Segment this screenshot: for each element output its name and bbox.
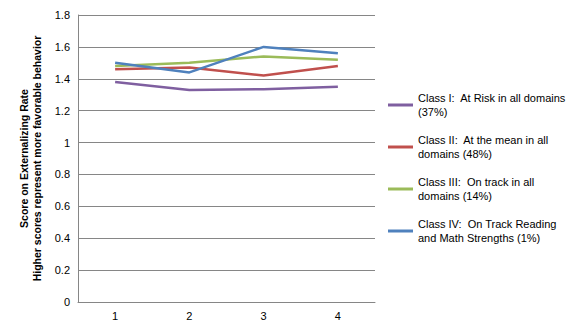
svg-text:1.8: 1.8 xyxy=(55,9,70,21)
svg-text:(37%): (37%) xyxy=(418,106,447,118)
svg-text:0: 0 xyxy=(64,296,70,308)
svg-text:3: 3 xyxy=(261,310,267,322)
svg-text:Class I: At Risk in all domai: Class I: At Risk in all domains xyxy=(418,92,568,104)
svg-text:domains (48%): domains (48%) xyxy=(418,148,492,160)
svg-text:1: 1 xyxy=(112,310,118,322)
svg-text:Higher scores represent more f: Higher scores represent more favorable b… xyxy=(31,36,43,282)
svg-text:1.6: 1.6 xyxy=(55,41,70,53)
svg-text:1: 1 xyxy=(64,137,70,149)
svg-text:domains (14%): domains (14%) xyxy=(418,190,492,202)
svg-text:Score on Externalizing Rate: Score on Externalizing Rate xyxy=(18,89,30,228)
svg-text:0.6: 0.6 xyxy=(55,200,70,212)
svg-text:and Math Strengths (1%): and Math Strengths (1%) xyxy=(418,232,540,244)
svg-text:2: 2 xyxy=(186,310,192,322)
svg-text:0.8: 0.8 xyxy=(55,168,70,180)
svg-text:Class III: On track in all: Class III: On track in all xyxy=(418,176,537,188)
svg-text:1.2: 1.2 xyxy=(55,105,70,117)
svg-text:Class IV: On Track Reading: Class IV: On Track Reading xyxy=(418,218,559,230)
svg-text:0.2: 0.2 xyxy=(55,264,70,276)
svg-text:4: 4 xyxy=(335,310,341,322)
svg-text:1.4: 1.4 xyxy=(55,73,70,85)
svg-text:Class II: At the mean in all: Class II: At the mean in all xyxy=(418,134,551,146)
svg-text:0.4: 0.4 xyxy=(55,232,70,244)
